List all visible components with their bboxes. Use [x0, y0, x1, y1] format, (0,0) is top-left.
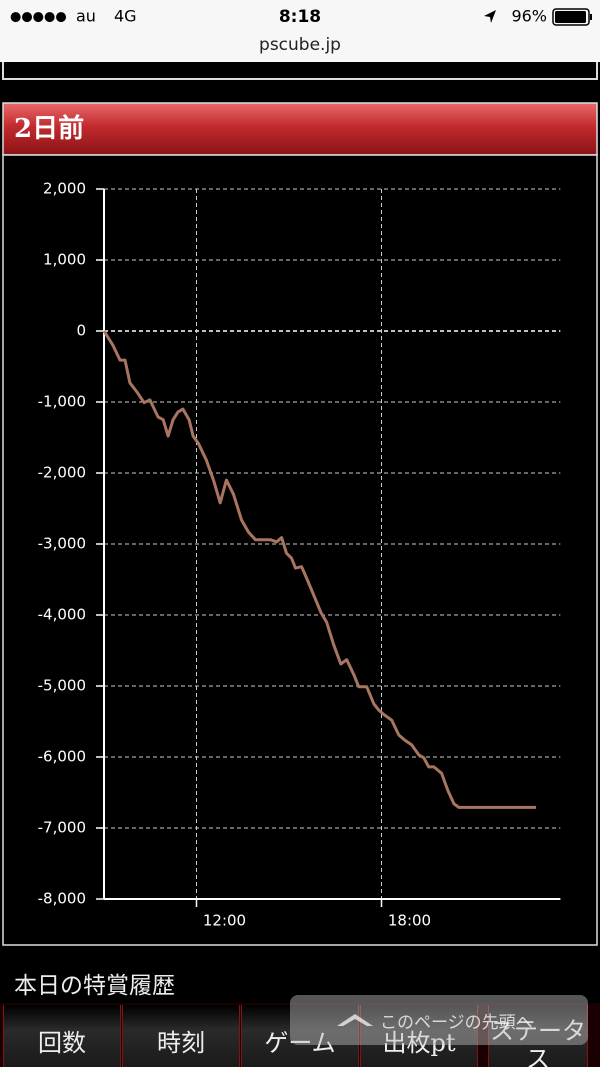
y-tick-label: -3,000 [38, 535, 86, 553]
carrier: au [76, 7, 96, 26]
scroll-top-button[interactable]: このページの先頭へ [290, 995, 588, 1045]
y-tick-label: 1,000 [43, 251, 86, 269]
y-tick-label: -2,000 [38, 464, 86, 482]
battery-level: 96% [511, 7, 547, 26]
battery-tip [590, 14, 592, 20]
battery-fill [555, 11, 586, 23]
browser-bar [0, 0, 600, 62]
column-header: ステータス [488, 1005, 588, 1067]
column-header: ゲーム [241, 1005, 359, 1067]
data-line [102, 330, 536, 809]
section-title: 2日前 [14, 113, 84, 144]
history-title: 本日の特賞履歴 [14, 973, 175, 999]
y-tick-label: 0 [76, 322, 86, 340]
y-tick-label: -7,000 [38, 819, 86, 837]
x-tick-label: 12:00 [203, 912, 246, 930]
clock: 8:18 [279, 7, 321, 27]
y-tick-label: -4,000 [38, 606, 86, 624]
battery-icon [552, 8, 590, 26]
column-header: 時刻 [122, 1005, 240, 1067]
section-header [2, 102, 598, 156]
chart-panel [2, 154, 598, 946]
y-tick-label: -1,000 [38, 393, 86, 411]
y-tick-label: -6,000 [38, 748, 86, 766]
signal: ●●●●● [10, 10, 67, 25]
column-header: 回数 [3, 1005, 121, 1067]
y-tick-label: -8,000 [38, 890, 86, 908]
button-label: このページの先頭へ [380, 1012, 533, 1033]
chart: 2,000 1,000 0 -1,000 -2,000 -3,000 -4,000 -5,00… [38, 180, 561, 930]
network: 4G [114, 7, 137, 26]
location-icon [484, 10, 496, 23]
column-header: 出枚pt [360, 1005, 478, 1067]
up-icon [337, 1014, 373, 1026]
x-tick-label: 18:00 [388, 912, 431, 930]
y-tick-label: 2,000 [43, 180, 86, 198]
chevron [337, 1014, 373, 1026]
previous-panel [2, 62, 598, 80]
url[interactable]: pscube.jp [259, 35, 341, 55]
y-tick-label: -5,000 [38, 677, 86, 695]
